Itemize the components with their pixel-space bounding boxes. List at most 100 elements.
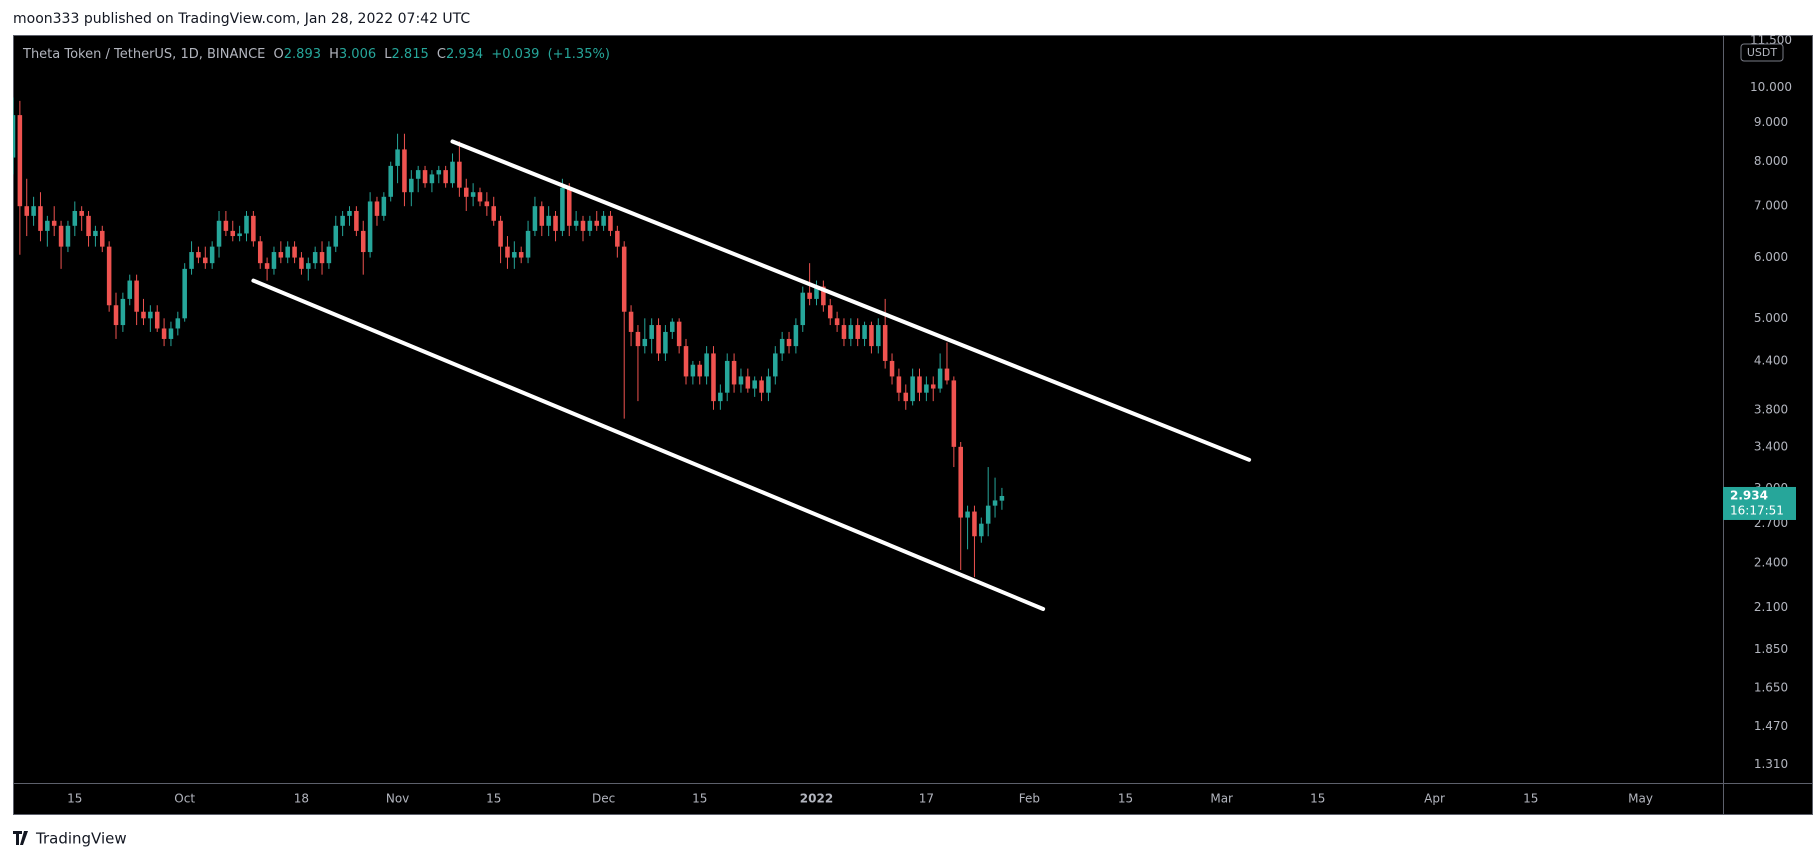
chart-background	[13, 35, 1813, 815]
candle-body	[182, 268, 187, 319]
trendline	[251, 278, 1046, 611]
x-tick-label: Dec	[592, 792, 615, 806]
candle-body	[443, 170, 448, 184]
candle-body	[388, 165, 393, 197]
candle-body	[999, 495, 1005, 501]
candle-body	[882, 325, 888, 361]
brand-logo: TradingView	[13, 830, 127, 848]
x-tick-label: Feb	[1019, 792, 1040, 806]
candle-body	[51, 220, 57, 226]
candle-body	[745, 376, 751, 389]
publisher-line: moon333 published on TradingView.com, Ja…	[13, 11, 470, 27]
candle-body	[367, 201, 373, 253]
candle-body	[601, 215, 606, 226]
candle-body	[560, 187, 565, 231]
candle-body	[972, 511, 977, 537]
candle-body	[354, 210, 359, 231]
candle-body	[491, 206, 496, 221]
candle-body	[100, 230, 105, 247]
currency-box	[1740, 43, 1784, 62]
candle-body	[876, 325, 881, 347]
candle-body	[958, 446, 963, 518]
logo-icon	[13, 831, 28, 845]
candle-body	[257, 241, 263, 264]
candle-body	[821, 286, 826, 306]
candle-body	[951, 380, 957, 447]
candle-body	[127, 280, 133, 299]
y-tick-label: 2.100	[1754, 600, 1788, 614]
candle-body	[512, 252, 517, 258]
candle-body	[175, 318, 181, 329]
x-tick-label: 2022	[800, 792, 833, 806]
candle-body	[65, 225, 71, 247]
candle-body	[45, 220, 50, 231]
x-tick-label: Oct	[174, 792, 195, 806]
candle-body	[395, 149, 400, 166]
candle-body	[525, 230, 531, 258]
candle-body	[855, 325, 860, 339]
low-value: 2.815	[392, 47, 429, 62]
candle-body	[937, 368, 943, 389]
candle-body	[566, 187, 572, 226]
candle-body	[731, 360, 737, 385]
candle-body	[800, 292, 806, 326]
candle-body	[752, 380, 757, 389]
y-tick-label: 1.310	[1754, 757, 1788, 771]
candle-body	[203, 257, 208, 264]
x-tick-label: 17	[919, 792, 934, 806]
x-tick-label: 15	[486, 792, 501, 806]
candle-body	[223, 220, 229, 231]
candle-body	[429, 174, 435, 184]
ohlc-label: L	[384, 47, 392, 62]
last-price: 2.934	[1730, 488, 1768, 502]
candle-body	[154, 311, 160, 329]
candle-body	[910, 376, 915, 402]
candle-body	[594, 220, 600, 226]
candle-body	[724, 360, 730, 393]
candle-body	[615, 230, 620, 247]
candle-body	[903, 392, 909, 402]
y-tick-label: 8.000	[1754, 154, 1788, 168]
y-tick-label: 10.000	[1750, 80, 1792, 94]
last-price-label: 2.934 16:17:51	[1723, 486, 1796, 520]
candle-body	[319, 252, 325, 264]
candle-body	[656, 325, 661, 354]
ohlc-label: H	[329, 47, 339, 62]
candle-body	[608, 215, 613, 231]
candle-body	[237, 233, 242, 237]
candle-body	[264, 263, 270, 269]
candle-body	[766, 376, 771, 393]
candle-body	[670, 321, 675, 332]
candle-body	[415, 170, 421, 179]
candle-body	[278, 252, 284, 258]
time-axis: 15 Oct 18 Nov 15 Dec 15 2022 17 Feb 15 Mar 15 Apr 15 Ma…	[67, 792, 1653, 806]
candle-body	[134, 280, 139, 312]
candle-body	[848, 325, 854, 339]
candle-body	[793, 325, 799, 347]
candle-body	[113, 305, 119, 326]
plot-area	[13, 97, 1252, 611]
candle-body	[580, 220, 586, 231]
ohlc-label: C	[437, 47, 446, 62]
candle-body	[642, 338, 648, 347]
y-tick-label: 3.800	[1754, 402, 1788, 416]
y-tick-label: 9.000	[1754, 115, 1788, 129]
candle-body	[917, 376, 922, 393]
candle-body	[463, 187, 469, 197]
candle-body	[635, 331, 641, 347]
candle-body	[532, 206, 538, 231]
candle-body	[834, 318, 840, 326]
y-tick-label: 5.000	[1754, 311, 1788, 325]
candle-body	[402, 149, 407, 193]
candle-body	[546, 215, 551, 226]
candle-body	[484, 201, 490, 207]
candle-body	[209, 246, 215, 264]
candle-body	[38, 206, 43, 231]
last-price-box	[1723, 486, 1796, 520]
candle-body	[786, 338, 792, 347]
candle-body	[251, 215, 256, 242]
candle-body	[24, 206, 30, 216]
candle-body	[161, 328, 167, 339]
candle-body	[979, 523, 984, 537]
candle-body	[628, 311, 634, 332]
